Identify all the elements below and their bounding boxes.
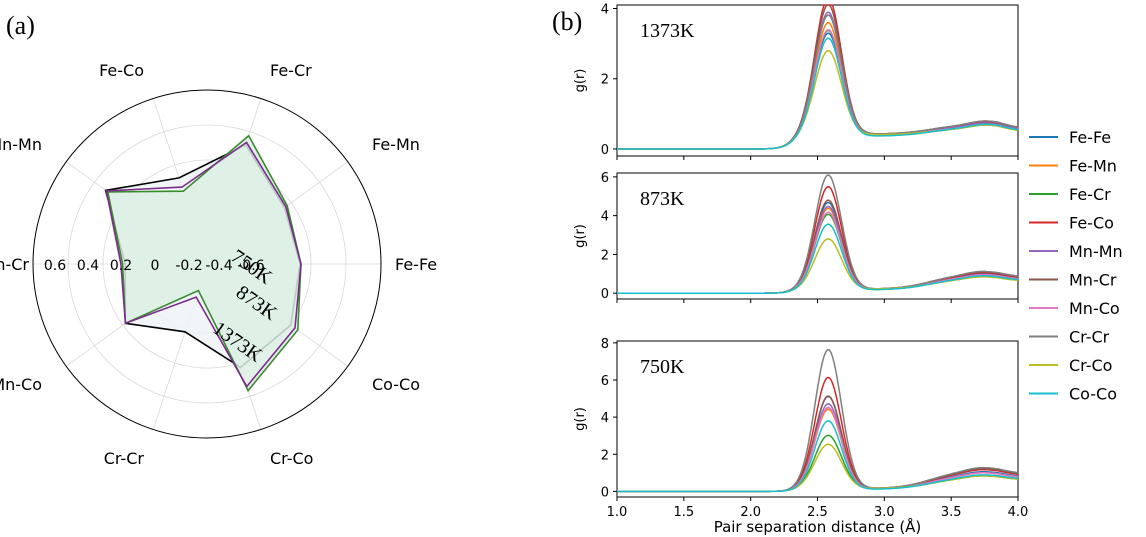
radar-axis-label: Fe-Co (99, 61, 144, 80)
x-tick-label: 2.5 (807, 505, 828, 520)
x-tick-label: 1.0 (607, 505, 628, 520)
x-tick-label: 3.5 (941, 505, 962, 520)
legend-label: Mn-Mn (1069, 242, 1123, 261)
y-tick-label: 0 (601, 485, 609, 500)
rdf-subplot-750K: 0 2 4 6 8 1.0 1.5 2.0 2.5 3.0 3.5 4.0 g(r) 750K (573, 337, 1028, 520)
radial-tick-label: -0.2 (175, 258, 202, 274)
x-axis-label: Pair separation distance (Å) (714, 517, 922, 536)
rdf-subplot-873K: 0 2 4 6 g(r) 873K (573, 171, 1019, 303)
radar-axis-label: Mn-Cr (0, 255, 29, 274)
subplot-title: 1373K (640, 20, 695, 42)
series-line-Cr-Co (617, 238, 1019, 294)
y-tick-label: 2 (601, 448, 609, 463)
y-tick-label: 4 (601, 210, 609, 225)
y-tick-label: 8 (601, 337, 609, 352)
legend-label: Fe-Mn (1069, 157, 1117, 176)
series-line-Fe-Co (617, 376, 1019, 493)
radial-tick-label: -0.6 (237, 258, 264, 274)
y-tick-label: 4 (601, 411, 609, 426)
legend-label: Mn-Cr (1069, 271, 1117, 290)
rdf-subplot-1373K: 0 2 4 g(r) 1373K (573, 3, 1019, 160)
radar-axis-label: Mn-Mn (0, 135, 42, 154)
legend-label: Mn-Co (1069, 299, 1120, 318)
rdf-line-charts: 0 2 4 g(r) 1373K 0 2 4 6 g(r) 873K 0 2 4 6 8 1.0 1.5 2.0 2.… (573, 3, 1028, 536)
radial-tick-label: -0.4 (205, 258, 232, 274)
y-axis-label: g(r) (573, 69, 588, 93)
y-tick-label: 6 (601, 374, 609, 389)
subplot-title: 750K (640, 356, 685, 378)
y-tick-label: 6 (601, 171, 609, 186)
x-tick-label: 3.0 (874, 505, 895, 520)
radar-axis-label: Co-Co (372, 375, 420, 394)
y-tick-label: 0 (601, 143, 609, 158)
radial-tick-label: 0 (151, 258, 160, 274)
y-tick-label: 4 (601, 3, 609, 18)
legend-label: Co-Co (1069, 385, 1117, 404)
y-axis-label: g(r) (573, 407, 588, 431)
radar-series-873K (105, 141, 302, 388)
radar-axis-label: Mn-Co (0, 375, 42, 394)
x-tick-label: 1.5 (673, 505, 694, 520)
radar-axis-label: Fe-Fe (395, 255, 437, 274)
subplot-title: 873K (640, 188, 685, 210)
x-tick-label: 4.0 (1008, 505, 1029, 520)
legend: Fe-Fe Fe-Mn Fe-Cr Fe-Co Mn-Mn Mn-Cr Mn-Co Cr-Cr… (1029, 128, 1123, 404)
y-tick-label: 0 (601, 287, 609, 302)
y-axis-label: g(r) (573, 224, 588, 248)
radar-outer-circle (32, 89, 382, 439)
radial-tick-label: 0.4 (77, 258, 99, 274)
radar-axis-label: Cr-Co (270, 449, 313, 468)
series-line-Co-Co (617, 420, 1019, 493)
y-tick-label: 2 (601, 73, 609, 88)
series-line-Co-Co (617, 37, 1019, 150)
y-tick-label: 2 (601, 248, 609, 263)
series-line-Fe-Mn (617, 207, 1019, 294)
radar-chart: 0.6 0.4 0.2 0 -0.2 -0.4 -0.6 Fe-Fe Fe-Mn Fe-Cr Fe-… (0, 61, 437, 468)
legend-label: Fe-Cr (1069, 185, 1111, 204)
radar-axis-label: Fe-Mn (372, 135, 420, 154)
series-line-Co-Co (617, 223, 1019, 294)
radar-axis-label: Fe-Cr (270, 61, 312, 80)
series-line-Fe-Cr (617, 434, 1019, 493)
radar-axis-label: Cr-Cr (104, 449, 145, 468)
legend-label: Cr-Cr (1069, 328, 1110, 347)
legend-label: Cr-Co (1069, 356, 1112, 375)
legend-label: Fe-Fe (1069, 128, 1111, 147)
legend-label: Fe-Co (1069, 214, 1114, 233)
radial-tick-label: 0.6 (44, 258, 66, 274)
panel-label-b: (b) (552, 7, 582, 36)
x-tick-label: 2.0 (740, 505, 761, 520)
panel-label-a: (a) (6, 11, 35, 40)
radial-tick-label: 0.2 (110, 258, 132, 274)
radar-series-750K (106, 134, 302, 393)
